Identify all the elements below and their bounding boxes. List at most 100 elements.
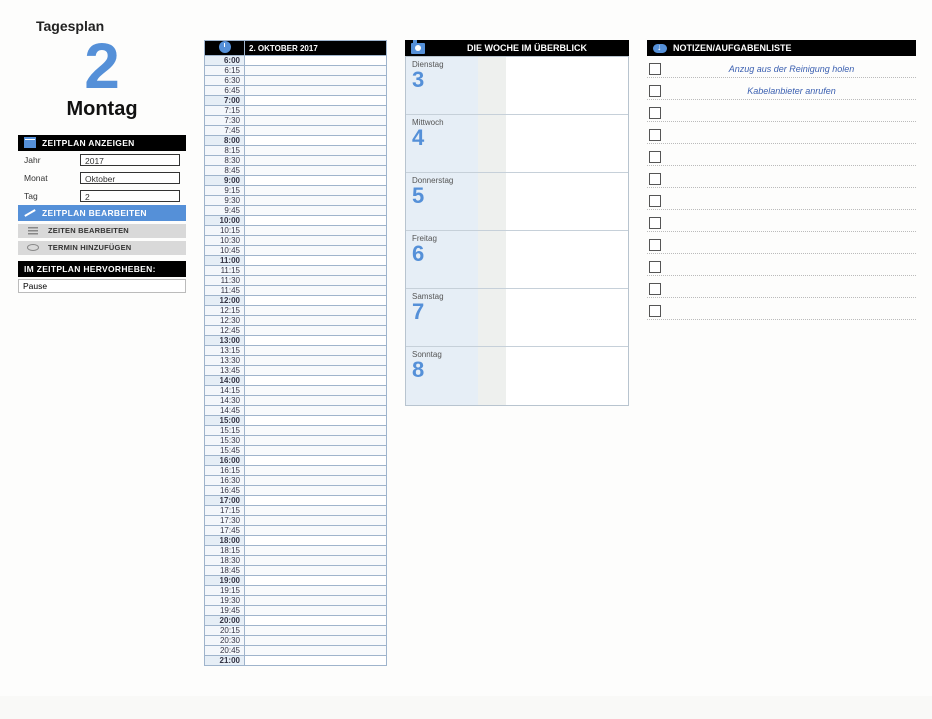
time-slot[interactable] [245, 556, 387, 566]
week-day-label: Samstag7 [406, 289, 478, 346]
note-checkbox[interactable] [649, 305, 661, 317]
time-slot[interactable] [245, 76, 387, 86]
time-slot[interactable] [245, 566, 387, 576]
add-appointment-button[interactable]: TERMIN HINZUFÜGEN [18, 241, 186, 255]
time-slot[interactable] [245, 496, 387, 506]
note-text[interactable]: Anzug aus der Reinigung holen [669, 64, 914, 74]
time-slot[interactable] [245, 136, 387, 146]
time-slot[interactable] [245, 236, 387, 246]
time-slot[interactable] [245, 246, 387, 256]
time-slot[interactable] [245, 296, 387, 306]
time-label: 18:15 [205, 546, 245, 556]
note-checkbox[interactable] [649, 173, 661, 185]
time-slot[interactable] [245, 366, 387, 376]
time-row: 10:00 [205, 216, 387, 226]
time-slot[interactable] [245, 196, 387, 206]
time-slot[interactable] [245, 596, 387, 606]
time-label: 14:45 [205, 406, 245, 416]
time-slot[interactable] [245, 356, 387, 366]
time-slot[interactable] [245, 66, 387, 76]
time-row: 16:00 [205, 456, 387, 466]
time-slot[interactable] [245, 276, 387, 286]
time-slot[interactable] [245, 326, 387, 336]
time-slot[interactable] [245, 516, 387, 526]
time-slot[interactable] [245, 166, 387, 176]
time-label: 17:00 [205, 496, 245, 506]
time-label: 14:00 [205, 376, 245, 386]
highlight-field[interactable]: Pause [18, 279, 186, 293]
time-label: 12:15 [205, 306, 245, 316]
time-slot[interactable] [245, 116, 387, 126]
note-checkbox[interactable] [649, 151, 661, 163]
note-checkbox[interactable] [649, 195, 661, 207]
time-slot[interactable] [245, 226, 387, 236]
time-slot[interactable] [245, 336, 387, 346]
year-field[interactable]: 2017 [80, 154, 180, 166]
time-row: 6:15 [205, 66, 387, 76]
time-slot[interactable] [245, 106, 387, 116]
time-slot[interactable] [245, 386, 387, 396]
time-slot[interactable] [245, 146, 387, 156]
month-row: Monat Oktober [18, 169, 186, 187]
time-slot[interactable] [245, 186, 387, 196]
week-day[interactable]: Mittwoch4 [406, 115, 628, 173]
time-label: 20:00 [205, 616, 245, 626]
time-slot[interactable] [245, 426, 387, 436]
time-slot[interactable] [245, 416, 387, 426]
time-slot[interactable] [245, 126, 387, 136]
time-slot[interactable] [245, 406, 387, 416]
time-slot[interactable] [245, 576, 387, 586]
time-slot[interactable] [245, 176, 387, 186]
time-slot[interactable] [245, 456, 387, 466]
note-checkbox[interactable] [649, 239, 661, 251]
time-slot[interactable] [245, 286, 387, 296]
note-checkbox[interactable] [649, 283, 661, 295]
edit-times-button[interactable]: ZEITEN BEARBEITEN [18, 224, 186, 238]
time-slot[interactable] [245, 316, 387, 326]
time-slot[interactable] [245, 446, 387, 456]
time-slot[interactable] [245, 256, 387, 266]
time-slot[interactable] [245, 436, 387, 446]
time-slot[interactable] [245, 646, 387, 656]
time-slot[interactable] [245, 616, 387, 626]
note-checkbox[interactable] [649, 129, 661, 141]
time-slot[interactable] [245, 526, 387, 536]
day-field[interactable]: 2 [80, 190, 180, 202]
note-text[interactable]: Kabelanbieter anrufen [669, 86, 914, 96]
time-slot[interactable] [245, 206, 387, 216]
note-checkbox[interactable] [649, 85, 661, 97]
time-slot[interactable] [245, 636, 387, 646]
time-slot[interactable] [245, 506, 387, 516]
time-slot[interactable] [245, 546, 387, 556]
week-day[interactable]: Sonntag8 [406, 347, 628, 405]
week-day[interactable]: Samstag7 [406, 289, 628, 347]
time-slot[interactable] [245, 306, 387, 316]
time-slot[interactable] [245, 486, 387, 496]
time-slot[interactable] [245, 96, 387, 106]
time-slot[interactable] [245, 346, 387, 356]
time-slot[interactable] [245, 626, 387, 636]
time-slot[interactable] [245, 466, 387, 476]
time-row: 17:30 [205, 516, 387, 526]
time-slot[interactable] [245, 376, 387, 386]
month-field[interactable]: Oktober [80, 172, 180, 184]
note-checkbox[interactable] [649, 63, 661, 75]
week-day[interactable]: Dienstag3 [406, 57, 628, 115]
week-day[interactable]: Freitag6 [406, 231, 628, 289]
time-slot[interactable] [245, 86, 387, 96]
time-slot[interactable] [245, 56, 387, 66]
time-slot[interactable] [245, 156, 387, 166]
week-day[interactable]: Donnerstag5 [406, 173, 628, 231]
time-slot[interactable] [245, 396, 387, 406]
time-label: 17:15 [205, 506, 245, 516]
time-slot[interactable] [245, 536, 387, 546]
note-checkbox[interactable] [649, 107, 661, 119]
time-slot[interactable] [245, 266, 387, 276]
time-slot[interactable] [245, 656, 387, 666]
time-slot[interactable] [245, 216, 387, 226]
note-checkbox[interactable] [649, 261, 661, 273]
time-slot[interactable] [245, 606, 387, 616]
note-checkbox[interactable] [649, 217, 661, 229]
time-slot[interactable] [245, 476, 387, 486]
time-slot[interactable] [245, 586, 387, 596]
